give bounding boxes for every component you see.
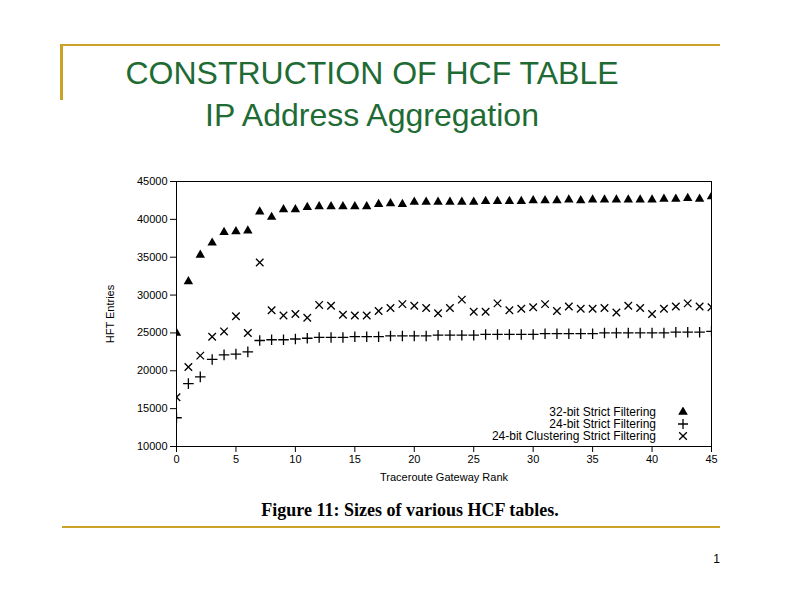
svg-text:15: 15 <box>349 453 361 465</box>
svg-text:5: 5 <box>233 453 239 465</box>
svg-text:10: 10 <box>289 453 301 465</box>
svg-text:HFT Entries: HFT Entries <box>104 284 116 343</box>
svg-text:35000: 35000 <box>137 251 168 263</box>
svg-text:45000: 45000 <box>137 175 168 187</box>
svg-text:20000: 20000 <box>137 364 168 376</box>
svg-text:20: 20 <box>408 453 420 465</box>
html-text:IP Address Aggregation: IP Address Aggregation <box>205 97 539 133</box>
svg-text:30000: 30000 <box>137 289 168 301</box>
svg-text:Traceroute Gateway Rank: Traceroute Gateway Rank <box>380 471 508 483</box>
html-text:Figure 11: Sizes of various HC: Figure 11: Sizes of various HCF tables. <box>261 500 559 520</box>
svg-text:15000: 15000 <box>137 402 168 414</box>
svg-text:35: 35 <box>586 453 598 465</box>
svg-text:0: 0 <box>173 453 179 465</box>
html-text:24-bit Clustering Strict Filte: 24-bit Clustering Strict Filtering <box>491 429 656 443</box>
html-text:32-bit Strict Filtering: 32-bit Strict Filtering <box>549 405 656 419</box>
svg-text:10000: 10000 <box>137 440 168 452</box>
svg-text:45: 45 <box>705 453 717 465</box>
svg-text:25000: 25000 <box>137 326 168 338</box>
html-text:CONSTRUCTION OF HCF TABLE: CONSTRUCTION OF HCF TABLE <box>125 55 619 91</box>
html-text:1: 1 <box>713 552 720 566</box>
html-text:24-bit Strict Filtering: 24-bit Strict Filtering <box>549 417 656 431</box>
svg-text:25: 25 <box>468 453 480 465</box>
svg-text:30: 30 <box>527 453 539 465</box>
svg-text:40: 40 <box>646 453 658 465</box>
svg-text:40000: 40000 <box>137 213 168 225</box>
